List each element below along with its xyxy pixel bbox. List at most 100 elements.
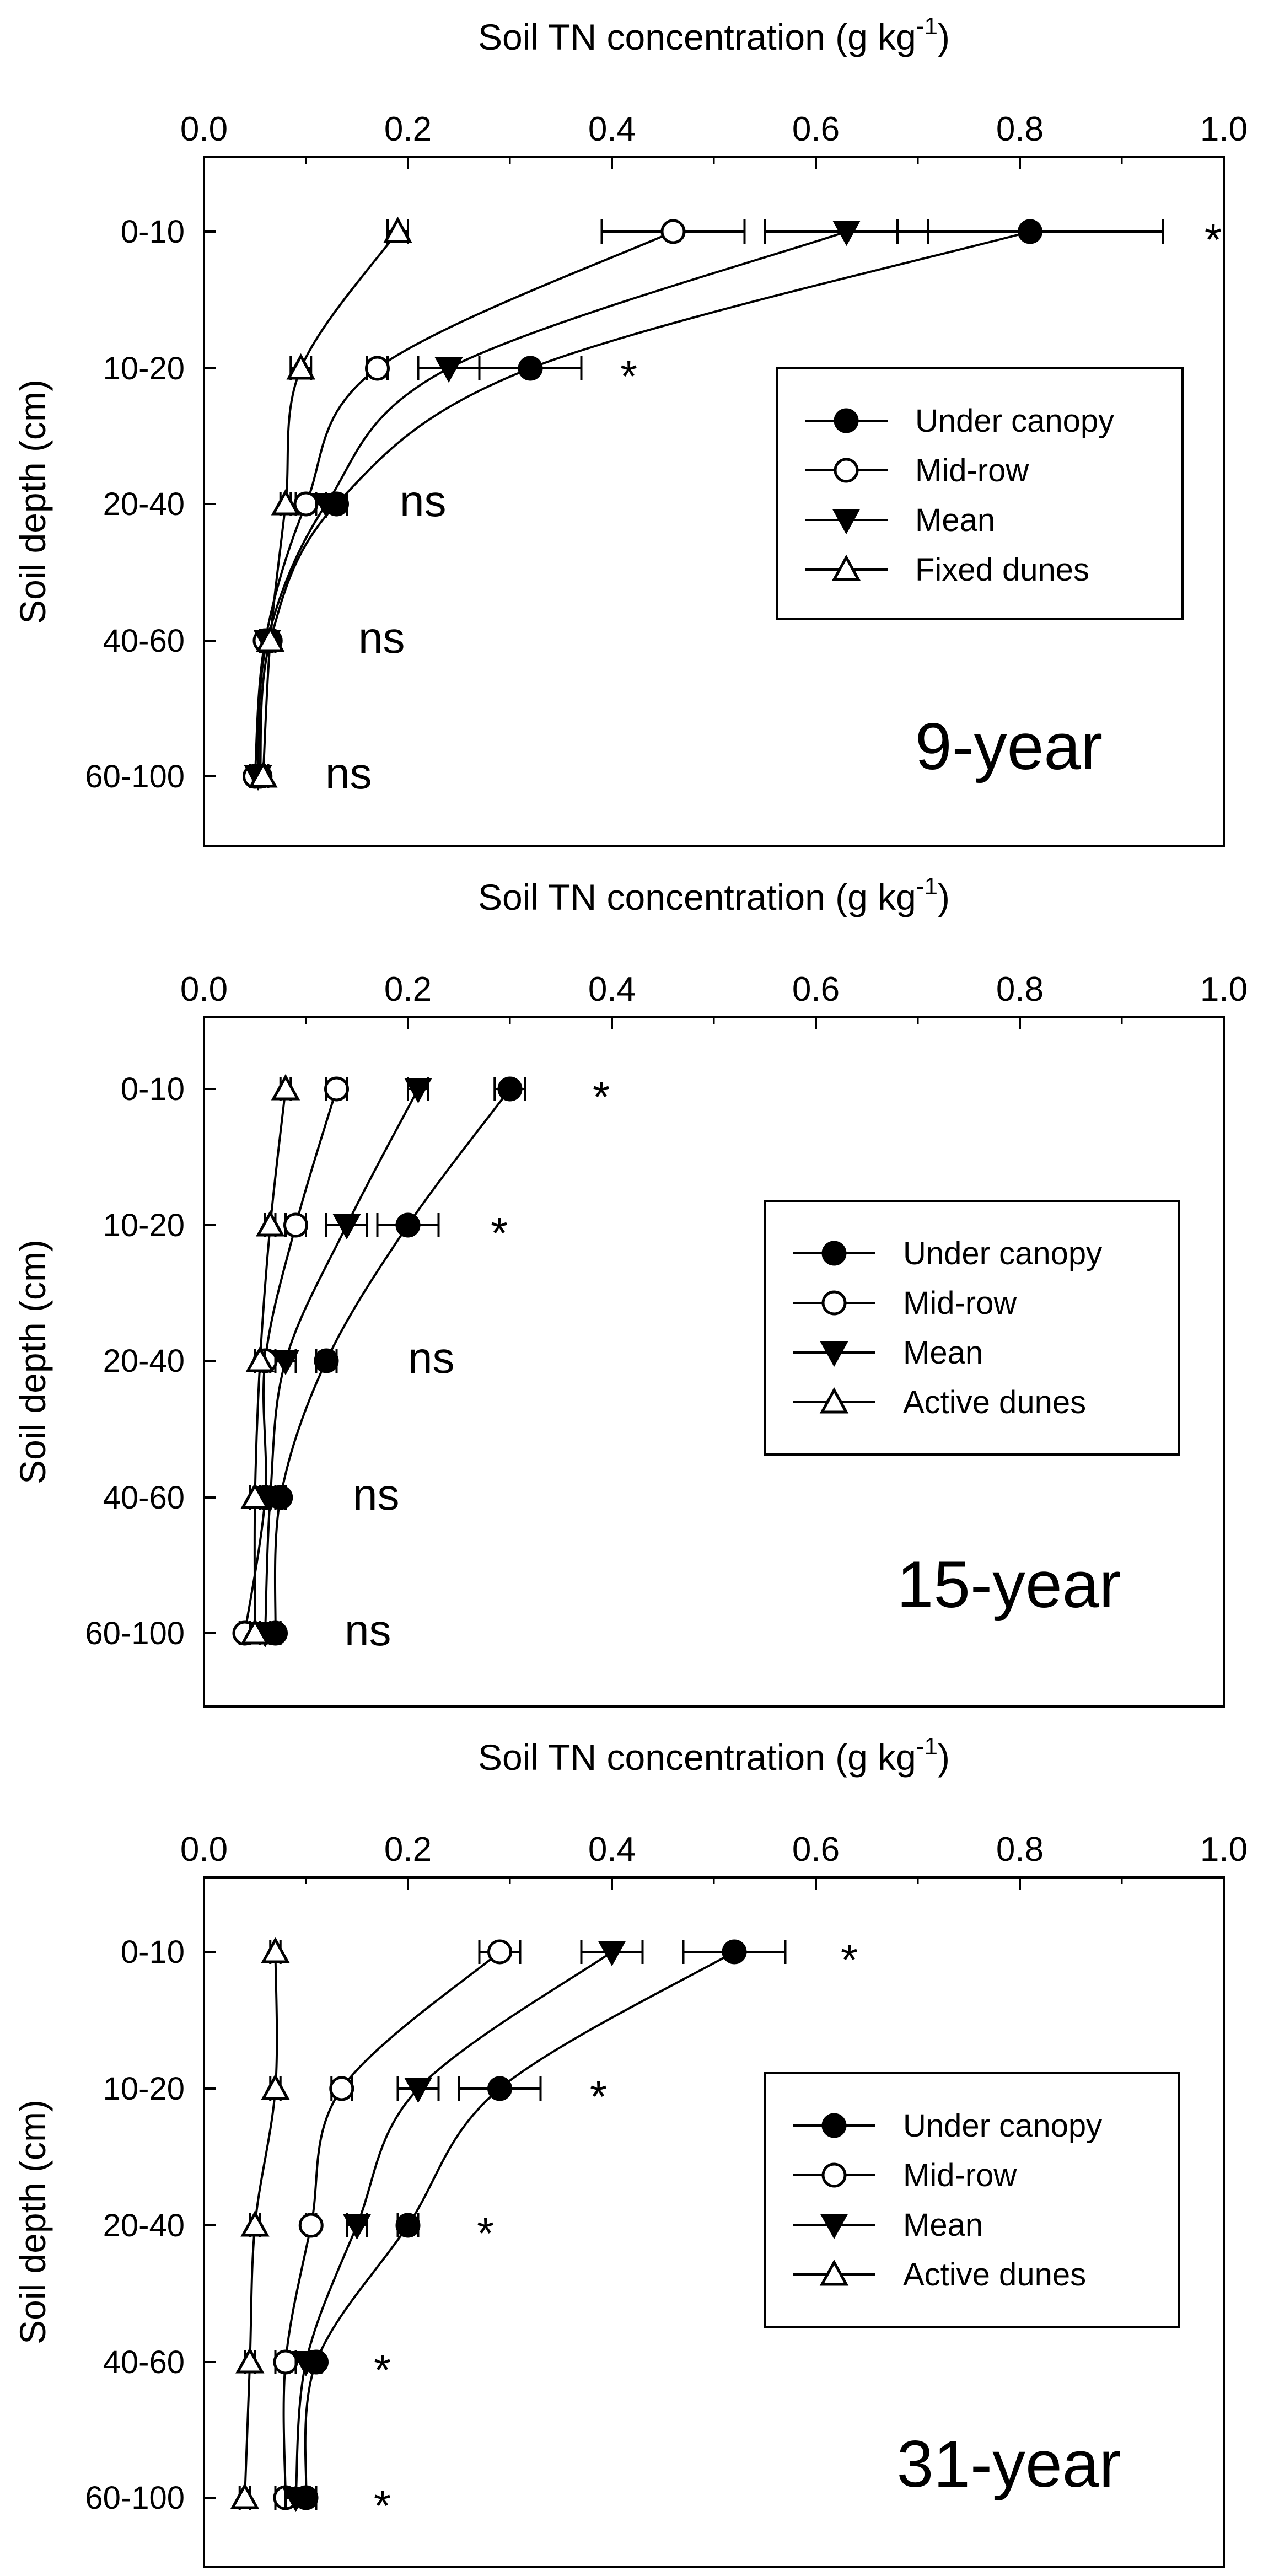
data-point [332,1214,361,1240]
legend-label: Fixed dunes [915,552,1089,588]
x-tick-label: 0.2 [384,1831,432,1869]
x-axis-title-superscript: -1 [916,13,938,40]
data-point [487,1939,512,1965]
data-point [395,1212,421,1238]
series-line [294,1951,613,2498]
series-fixed-dunes [249,216,412,788]
data-point [235,2347,265,2374]
data-point [282,2487,310,2513]
significance-label: ns [345,1606,391,1655]
legend: Under canopy Mid-row Mean Active dunes [764,1200,1180,1456]
x-axis-title-superscript: -1 [916,873,938,900]
significance-label: * [620,352,637,401]
significance-label: ns [400,476,447,525]
panel-31-year: Soil TN concentration (g kg-1) 0.0 0.2 0.4 0… [12,1733,1248,2568]
y-axis-title: Soil depth (cm) [12,2100,53,2344]
data-point [598,1941,626,1967]
y-tick-label: 10-20 [103,1208,185,1243]
data-point [497,1076,523,1102]
series-mean [282,1940,644,2513]
legend: Under canopy Mid-row Mean Fixed dunes [776,367,1184,620]
x-tick-label: 1.0 [1200,110,1248,148]
y-tick-label: 0-10 [121,1071,185,1107]
data-point [286,353,315,380]
legend-label: Mean [915,502,995,538]
series-under-canopy [293,1939,787,2510]
x-tick-label: 0.0 [180,1831,228,1869]
significance-label: * [1205,215,1222,264]
significance-label: * [593,1072,610,1121]
x-axis-title: Soil TN concentration (g kg-1) [478,13,950,57]
series-mid-row [273,1939,522,2510]
data-point [271,1350,300,1376]
data-point [518,356,543,381]
legend-label: Under canopy [915,403,1114,439]
x-tick-label: 0.6 [792,110,840,148]
y-tick-label: 0-10 [121,1934,185,1970]
legend-marker [820,2214,848,2240]
data-point [395,2213,421,2238]
series-line [257,230,847,777]
legend-label: Mid-row [903,1285,1017,1321]
series-mean [251,1077,432,1648]
data-point [329,2076,354,2101]
legend-label: Mid-row [915,453,1029,489]
data-point [261,1936,290,1963]
x-axis-title-superscript: -1 [916,1733,938,1760]
data-point [261,2073,290,2100]
data-point [240,2210,270,2237]
x-tick-label: 0.6 [792,970,840,1008]
panel-label: 15-year [897,1548,1121,1622]
x-tick-label: 0.0 [180,970,228,1008]
data-point [1018,219,1042,244]
legend-label: Active dunes [903,2257,1086,2293]
legend-marker [821,2113,847,2138]
legend-marker [834,408,859,433]
x-tick-label: 0.4 [588,1831,636,1869]
data-point [312,493,341,519]
data-point [293,491,319,517]
x-tick-label: 0.4 [588,110,636,148]
x-tick-label: 1.0 [1200,1831,1248,1869]
data-point [249,761,278,788]
data-point [832,221,861,246]
x-axis-title-main: Soil TN concentration (g kg [478,877,916,917]
y-tick-label: 40-60 [103,1480,185,1516]
series-active-dunes [230,1936,290,2510]
data-point [404,2078,432,2103]
significance-label: ns [358,613,405,662]
series-line [304,1951,735,2498]
data-point [660,219,686,244]
legend-label: Mid-row [903,2158,1017,2193]
legend-marker [819,1387,849,1414]
legend-label: Active dunes [903,1384,1086,1420]
legend-marker [832,509,861,535]
data-point [240,1618,270,1645]
significance-label: * [374,2346,391,2395]
legend-marker [821,1241,847,1266]
legend-label: Under canopy [903,2108,1102,2144]
legend-marker [831,554,861,581]
series-active-dunes [240,1074,300,1645]
x-tick-label: 1.0 [1200,970,1248,1008]
x-axis-title-main: Soil TN concentration (g kg [478,17,916,57]
x-axis-title: Soil TN concentration (g kg-1) [478,873,950,917]
panel-9-year: Soil TN concentration (g kg-1) 0.0 0.2 0.4 0… [12,13,1248,847]
y-tick-label: 10-20 [103,351,185,387]
data-point [404,1078,432,1104]
x-tick-label: 0.4 [588,970,636,1008]
data-point [343,2214,371,2240]
panel-label: 31-year [897,2427,1121,2501]
legend-marker [821,2162,847,2188]
y-tick-label: 10-20 [103,2071,185,2107]
significance-label: * [491,1209,508,1258]
legend-marker [819,2259,849,2286]
data-point [434,357,463,383]
y-tick-label: 60-100 [85,1616,185,1651]
panel-15-year: Soil TN concentration (g kg-1) 0.0 0.2 0.4 0… [12,873,1248,1708]
legend-marker [820,1341,848,1367]
legend-label: Mean [903,2207,983,2243]
y-axis-title: Soil depth (cm) [12,1239,53,1484]
data-point [245,1345,275,1372]
